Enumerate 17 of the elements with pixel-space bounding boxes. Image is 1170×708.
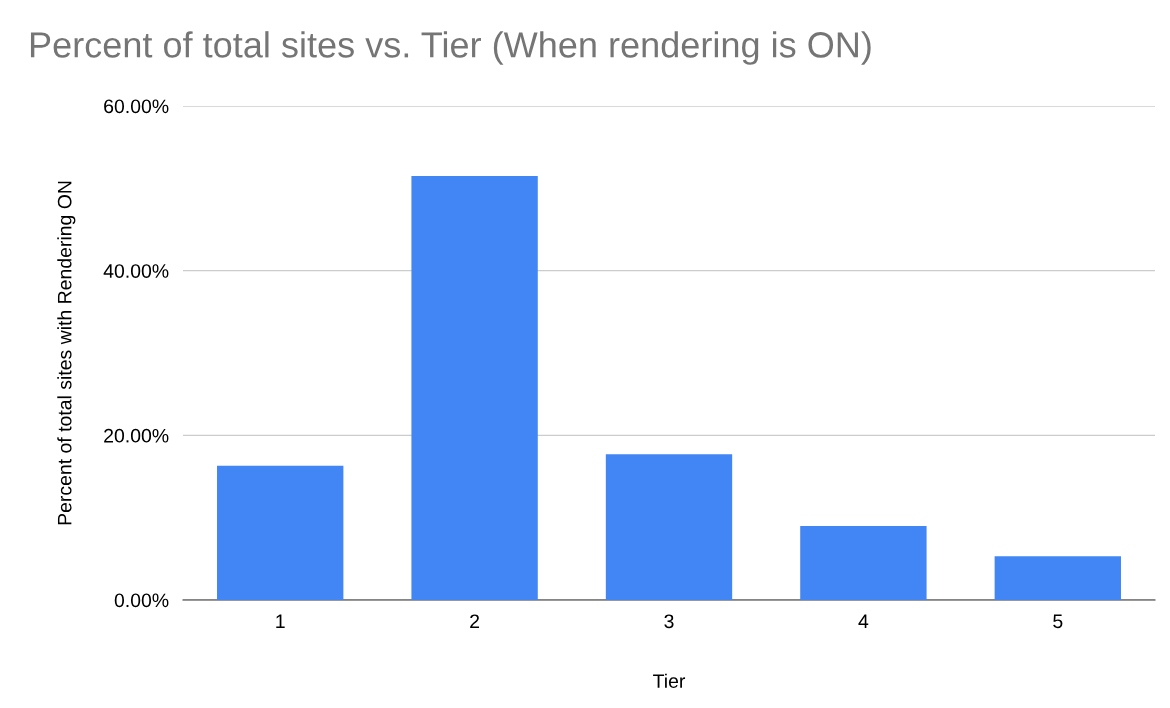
bar xyxy=(605,454,733,600)
bar xyxy=(800,525,927,600)
bar xyxy=(217,465,344,600)
x-axis-title: Tier xyxy=(653,673,686,688)
bar xyxy=(994,556,1121,600)
y-tick-label: 0.00% xyxy=(114,593,169,608)
chart-title: Percent of total sites vs. Tier (When rendering is ON) xyxy=(30,31,871,65)
x-tick-label: 1 xyxy=(276,614,285,628)
y-tick-label: 60.00% xyxy=(104,99,169,114)
x-tick-label: 5 xyxy=(1053,614,1063,629)
bar xyxy=(411,175,538,600)
y-tick-label: 40.00% xyxy=(103,264,169,278)
x-tick-label: 2 xyxy=(470,614,480,628)
y-tick-label: 20.00% xyxy=(104,428,169,443)
y-axis-title: Percent of total sites with Rendering ON xyxy=(57,181,76,525)
x-tick-label: 3 xyxy=(664,614,674,629)
x-tick-label: 4 xyxy=(858,614,869,628)
